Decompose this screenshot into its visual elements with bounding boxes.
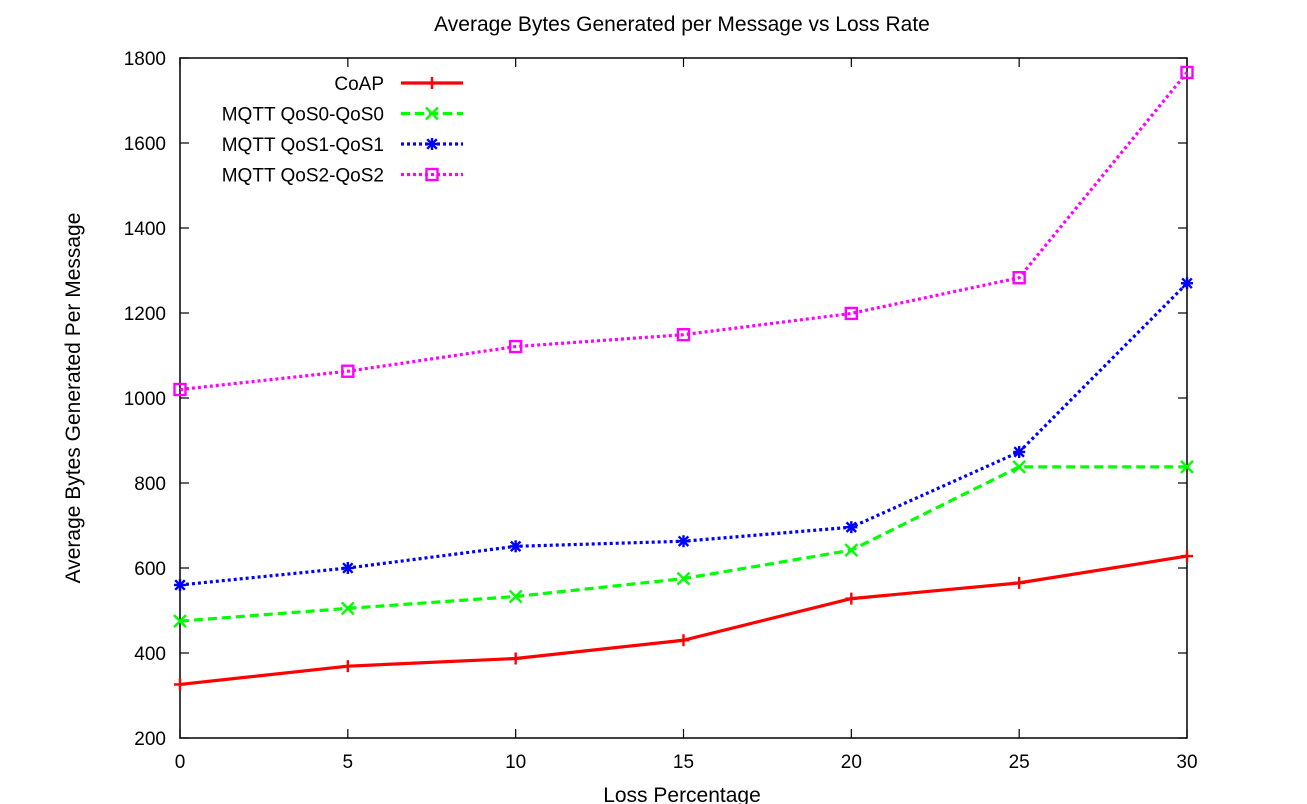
legend-marker (425, 167, 439, 182)
x-tick-label: 5 (343, 752, 354, 773)
legend-marker (426, 77, 438, 89)
y-tick-label: 1000 (124, 389, 166, 410)
y-tick-label: 1600 (124, 134, 166, 155)
x-tick-label: 15 (673, 752, 694, 773)
data-point (341, 660, 354, 673)
data-point (676, 571, 691, 586)
data-point (508, 339, 523, 354)
y-tick-label: 1800 (124, 49, 166, 70)
data-point (341, 562, 354, 574)
x-tick-label: 30 (1176, 752, 1197, 773)
series-layer (173, 65, 1194, 691)
data-point (1181, 550, 1193, 563)
y-tick-label: 400 (134, 644, 166, 665)
legend-item: MQTT QoS1-QoS1 (222, 135, 463, 156)
legend-label: MQTT QoS2-QoS2 (222, 166, 384, 187)
y-tick-label: 600 (134, 559, 166, 580)
data-point (676, 327, 691, 342)
data-point (677, 634, 690, 647)
y-axis-label: Average Bytes Generated Per Message (62, 213, 85, 584)
chart-title: Average Bytes Generated per Message vs L… (434, 13, 930, 36)
series-coap (174, 550, 1193, 691)
legend-label: CoAP (334, 74, 384, 95)
data-point (173, 382, 187, 397)
legend-item: MQTT QoS2-QoS2 (222, 166, 463, 187)
legend-marker (426, 138, 438, 150)
data-point (340, 601, 355, 616)
series-mqtt-qos1-qos1 (174, 277, 1193, 591)
x-tick-label: 25 (1009, 752, 1030, 773)
data-point (844, 306, 859, 321)
series-line (179, 71, 1189, 392)
data-point (1012, 271, 1026, 285)
x-tick-label: 20 (841, 752, 862, 773)
legend: CoAP MQTT QoS0-QoS0 MQTT QoS1-QoS1 MQTT QoS… (222, 74, 463, 187)
legend-label: MQTT QoS0-QoS0 (222, 105, 384, 126)
x-axis-label: Loss Percentage (603, 784, 761, 804)
data-point (1012, 460, 1027, 474)
y-tick-label: 800 (134, 474, 166, 495)
data-point (1180, 460, 1194, 474)
x-tick-label: 10 (505, 752, 526, 773)
data-point (509, 652, 522, 665)
data-point (677, 535, 690, 548)
data-point (1181, 277, 1193, 290)
legend-marker (425, 106, 439, 121)
legend-item: MQTT QoS0-QoS0 (222, 105, 463, 126)
y-tick-label: 1400 (124, 219, 166, 240)
data-point (508, 589, 523, 604)
data-point (174, 678, 186, 691)
y-tick-label: 200 (134, 729, 166, 750)
legend-label: MQTT QoS1-QoS1 (222, 135, 384, 156)
data-point (509, 540, 522, 553)
data-point (1013, 445, 1026, 458)
data-point (173, 614, 187, 628)
data-point (845, 521, 858, 534)
data-point (845, 592, 858, 605)
series-line (179, 554, 1188, 687)
data-point (174, 579, 186, 591)
legend-item: CoAP (334, 74, 463, 95)
ticks-layer: 200 400 600 800 1000 1200 1400 1600 1800 0 5 10 15 20… (124, 49, 1198, 773)
x-tick-label: 0 (175, 752, 186, 773)
y-tick-label: 1200 (124, 304, 166, 325)
data-point (341, 364, 355, 378)
series-mqtt-qos2-qos2 (173, 65, 1194, 397)
data-point (1180, 65, 1194, 80)
series-mqtt-qos0-qos0 (173, 460, 1194, 628)
data-point (1013, 576, 1026, 589)
data-point (844, 543, 859, 557)
